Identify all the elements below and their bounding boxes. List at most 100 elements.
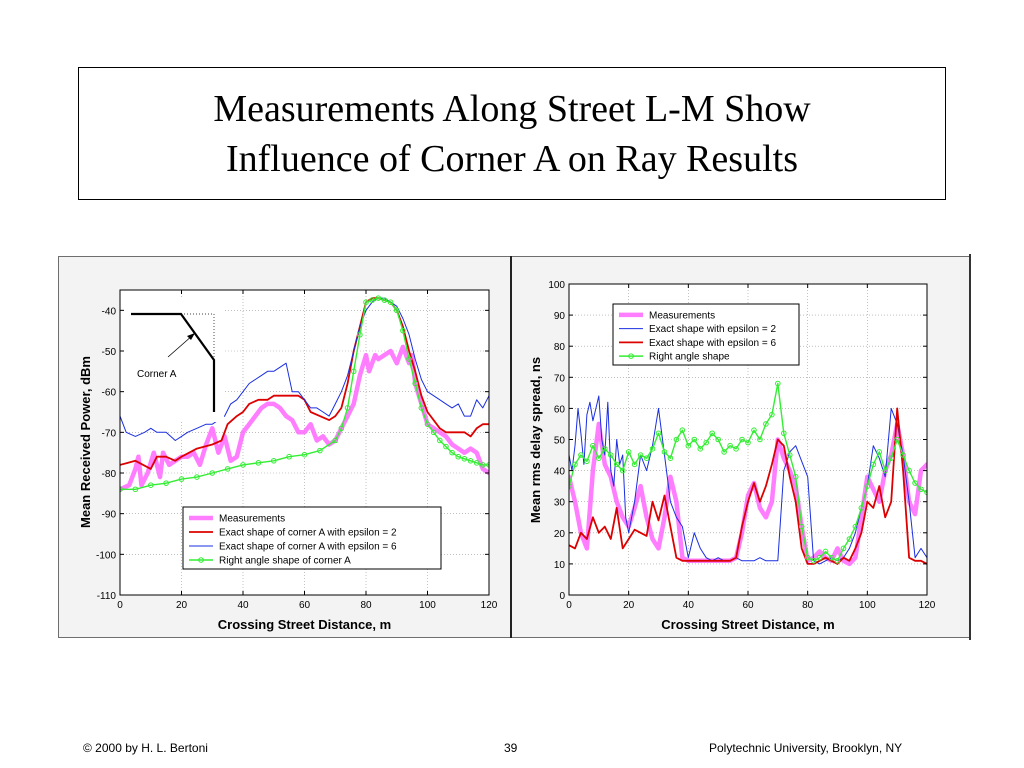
series-marker (822, 548, 829, 555)
series-marker (317, 447, 323, 454)
legend-marker (628, 353, 634, 359)
legend-label: Measurements (219, 514, 285, 525)
legend-label: Measurements (649, 310, 715, 321)
series-marker (721, 449, 727, 455)
series-marker (480, 462, 486, 468)
series-marker (703, 439, 710, 446)
series-marker (369, 297, 375, 303)
legend-marker (198, 557, 204, 563)
series-4 (569, 380, 927, 564)
series-marker (882, 467, 889, 474)
series-marker (332, 437, 339, 444)
series-marker (455, 453, 462, 460)
x-tick-label: 80 (360, 600, 372, 611)
panel-right-edge (969, 254, 971, 640)
corner-a-label: Corner A (137, 369, 177, 380)
series-2 (120, 297, 489, 470)
series-marker (912, 480, 918, 486)
series-marker (757, 436, 763, 443)
x-tick-label: 0 (566, 600, 572, 611)
y-tick-label: 60 (554, 404, 566, 415)
series-marker (270, 458, 277, 464)
series-marker (163, 480, 169, 486)
y-tick-label: -60 (102, 388, 117, 399)
y-tick-label: -110 (97, 591, 117, 602)
series-3 (120, 297, 489, 441)
series-marker (178, 476, 185, 482)
footer-copyright: © 2000 by H. L. Bertoni (83, 741, 208, 755)
series-marker (679, 427, 686, 433)
series-marker (240, 462, 246, 468)
x-tick-label: 0 (117, 600, 123, 611)
series-line (569, 421, 927, 567)
title-box: Measurements Along Street L-M Show Influ… (78, 67, 946, 200)
series-marker (631, 461, 638, 468)
series-marker (602, 446, 608, 452)
series-marker (363, 299, 369, 306)
y-tick-label: 30 (554, 498, 566, 509)
y-tick-label: -40 (102, 306, 117, 317)
corner-a-diagram: Corner A (124, 298, 224, 422)
series-marker (816, 554, 823, 561)
series-marker (387, 299, 394, 306)
corner-pointer-head (187, 333, 195, 340)
series-marker (781, 430, 787, 437)
series-marker (727, 442, 733, 449)
series-line (569, 382, 927, 562)
series-marker (473, 460, 480, 466)
series-marker (486, 462, 489, 468)
corner-diagram-bg (124, 298, 224, 422)
series-line (120, 297, 489, 490)
legend-label: Exact shape of corner A with epsilon = 6 (219, 542, 397, 553)
series-marker (769, 411, 775, 418)
series-marker (864, 483, 871, 489)
series-marker (846, 536, 853, 542)
series-marker (649, 446, 656, 452)
series-marker (375, 295, 382, 301)
series-marker (775, 380, 781, 387)
series-marker (667, 455, 674, 461)
x-tick-label: 20 (176, 600, 188, 611)
chart-1: 0 20 40 60 80 100 120 -40 -50 -60 -70 -80 -90 -100 -11… (78, 289, 498, 632)
series-marker (301, 451, 308, 458)
series-marker (745, 439, 751, 446)
legend-label: Right angle shape of corner A (219, 556, 351, 567)
legend-box (612, 303, 800, 366)
series-marker (194, 474, 200, 480)
y-tick-label: -90 (102, 510, 117, 521)
series-marker (792, 474, 799, 480)
series-marker (338, 425, 345, 432)
y-tick-label: -100 (96, 550, 116, 561)
series-marker (661, 449, 668, 455)
series-marker (357, 331, 363, 338)
series-marker (691, 436, 698, 443)
series-marker (924, 489, 927, 496)
series-marker (834, 557, 841, 564)
corner-shape (131, 312, 216, 412)
x-tick-label: 100 (859, 600, 876, 611)
series-marker (584, 458, 590, 465)
series-marker (412, 380, 419, 387)
series-marker (870, 461, 877, 468)
x-tick-label: 20 (623, 600, 635, 611)
series-marker (381, 297, 388, 303)
y-tick-label: -70 (102, 428, 117, 439)
series-marker (840, 545, 847, 552)
x-tick-label: 60 (299, 600, 311, 611)
series-marker (804, 554, 811, 561)
series-marker (224, 466, 231, 472)
series-marker (443, 443, 449, 450)
series-marker (906, 467, 912, 474)
series-marker (858, 505, 865, 511)
series-marker (619, 467, 626, 474)
series-marker (578, 452, 584, 458)
x-tick-label: 40 (683, 600, 695, 611)
series-marker (685, 442, 692, 449)
series-marker (900, 452, 906, 458)
y-tick-label: 20 (554, 529, 566, 540)
y-tick-label: 40 (554, 467, 566, 478)
series-marker (918, 486, 924, 493)
series-line (569, 407, 927, 565)
series-marker (697, 446, 704, 452)
